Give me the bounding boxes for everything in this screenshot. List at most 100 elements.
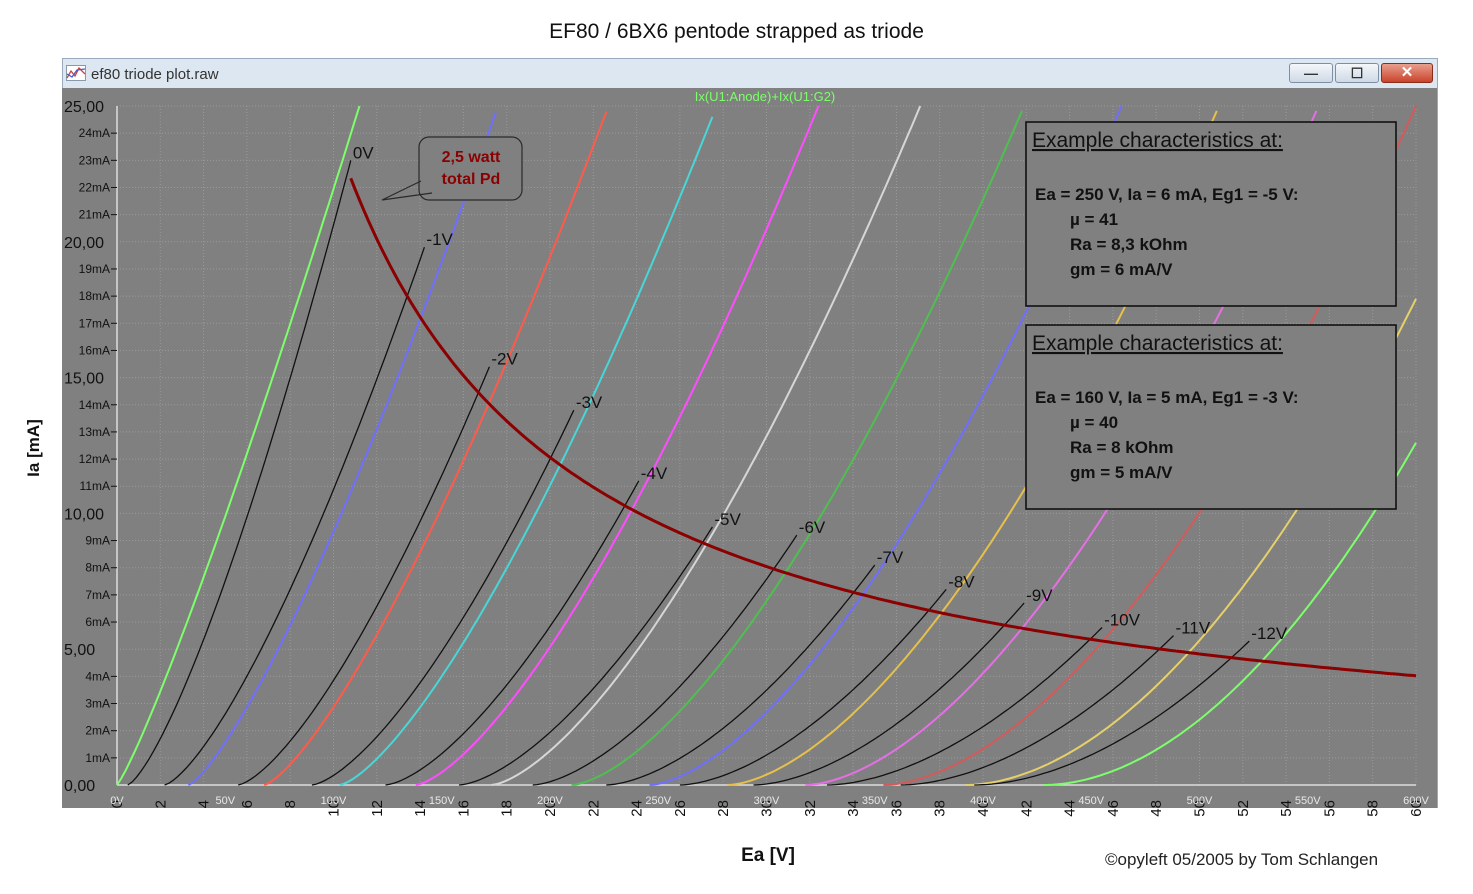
x-tick-label: 48 (1148, 800, 1165, 817)
annotation-boxes: Example characteristics at: Ea = 250 V, I… (1025, 121, 1397, 510)
grid-bias-curve (385, 480, 640, 786)
y-tick-label: 24mA (79, 126, 110, 140)
x-volt-tick-label: 600V (1403, 795, 1429, 807)
grid-bias-label: -1V (426, 230, 453, 249)
x-tick-label: 56 (1321, 800, 1338, 817)
grid-bias-curve-colored (187, 111, 497, 786)
x-tick-label: 6 (239, 800, 256, 808)
example-box (1025, 324, 1397, 510)
x-tick-label: 58 (1365, 800, 1382, 817)
grid-bias-curve-colored (1043, 442, 1417, 786)
grid-bias-curve (606, 564, 876, 786)
example-box-line: Ra = 8 kOhm (1070, 438, 1173, 457)
power-dissipation-note: 2,5 watt total Pd (381, 136, 523, 201)
x-tick-label: 16 (455, 800, 472, 817)
x-tick-label: 42 (1018, 800, 1035, 817)
example-box-line: µ = 41 (1070, 210, 1118, 229)
x-tick-label: 32 (802, 800, 819, 817)
y-tick-label: 7mA (85, 588, 110, 602)
x-tick-label: 26 (672, 800, 689, 817)
x-tick-label: 40 (975, 800, 992, 817)
grid-bias-curve (753, 602, 1025, 786)
grid-bias-curve-colored (339, 116, 714, 786)
grid-bias-curve (679, 588, 947, 786)
example-box-line: Ra = 8,3 kOhm (1070, 235, 1188, 254)
y-axis-label: Ia [mA] (24, 419, 43, 477)
labels-layer: 1mA 2mA 3mA 4mA 6mA 7mA 8mA 9mA 11mA 12mA 13mA 14mA… (64, 99, 1430, 817)
x-tick-label: 22 (585, 800, 602, 817)
trace-label: Ix(U1:Anode)+Ix(U1:G2) (695, 89, 836, 104)
x-tick-label: 54 (1278, 800, 1295, 817)
x-volt-tick-label: 300V (754, 795, 780, 807)
y-main-tick-label: 5,00 (64, 642, 95, 659)
x-tick-label: 34 (845, 800, 862, 817)
x-tick-label: 24 (629, 800, 646, 817)
y-tick-label: 22mA (79, 180, 110, 194)
y-tick-label: 9mA (85, 534, 110, 548)
y-tick-label: 3mA (85, 697, 110, 711)
example-box (1025, 121, 1397, 307)
grid-bias-curve (238, 366, 490, 786)
window-titlebar[interactable]: ef80 triode plot.raw — ☐ ✕ (63, 59, 1437, 89)
example-box-heading: Example characteristics at: (1032, 129, 1283, 152)
maximize-button[interactable]: ☐ (1335, 63, 1379, 83)
x-volt-tick-label: 0V (110, 795, 124, 807)
x-tick-label: 0 (109, 800, 126, 808)
grid-bias-label: -7V (877, 548, 904, 567)
grid-bias-curve (164, 246, 426, 786)
x-tick-label: 14 (412, 800, 429, 817)
x-tick-label: 50 (1192, 800, 1209, 817)
x-volt-tick-label: 550V (1295, 795, 1321, 807)
y-tick-label: 2mA (85, 724, 110, 738)
example-box-line: gm = 6 mA/V (1070, 260, 1173, 279)
grid-bias-label: -2V (491, 350, 518, 369)
close-button[interactable]: ✕ (1381, 63, 1433, 83)
x-tick-label: 4 (196, 800, 213, 808)
y-tick-label: 11mA (80, 479, 110, 493)
y-tick-label: 14mA (79, 398, 110, 412)
y-main-tick-label: 20,00 (64, 235, 104, 252)
example-box-line: gm = 5 mA/V (1070, 463, 1173, 482)
minimize-icon: — (1304, 65, 1318, 81)
page-title: EF80 / 6BX6 pentode strapped as triode (549, 20, 924, 43)
grid-bias-curve-colored (263, 111, 608, 786)
grid-bias-label: 0V (353, 143, 374, 162)
example-box-heading: Example characteristics at: (1032, 332, 1283, 355)
y-tick-label: 6mA (85, 615, 110, 629)
note-pointer (381, 180, 433, 201)
y-tick-label: 8mA (85, 561, 110, 575)
x-tick-label: 46 (1105, 800, 1122, 817)
window-title: ef80 triode plot.raw (91, 66, 219, 83)
y-tick-label: 12mA (79, 452, 110, 466)
waveform-app-icon (66, 65, 86, 81)
grid-bias-curve (311, 409, 575, 786)
x-tick-label: 12 (369, 800, 386, 817)
x-volt-tick-label: 400V (970, 795, 996, 807)
note-text-line: 2,5 watt (442, 149, 501, 166)
x-tick-label: 44 (1062, 800, 1079, 817)
minimize-button[interactable]: — (1289, 63, 1333, 83)
x-tick-label: 28 (715, 800, 732, 817)
x-volt-tick-label: 250V (645, 795, 671, 807)
example-box-line: Ea = 250 V, Ia = 6 mA, Eg1 = -5 V: (1035, 185, 1299, 204)
x-volt-tick-label: 450V (1078, 795, 1104, 807)
grid-bias-curve (459, 526, 713, 786)
grid-bias-label: -8V (948, 572, 975, 591)
credit-text: ©opyleft 05/2005 by Tom Schlangen (1105, 850, 1379, 869)
x-tick-label: 18 (499, 800, 516, 817)
x-axis-label: Ea [V] (741, 845, 795, 866)
x-volt-tick-label: 350V (862, 795, 888, 807)
y-main-tick-label: 15,00 (64, 371, 104, 388)
y-tick-label: 13mA (79, 425, 110, 439)
y-tick-label: 18mA (79, 289, 110, 303)
x-tick-label: 20 (542, 800, 559, 817)
y-main-tick-label: 25,00 (64, 99, 104, 116)
grid-bias-curve (900, 635, 1174, 786)
grid-bias-curve-colored (415, 105, 820, 786)
x-tick-label: 8 (282, 800, 299, 808)
grid-bias-label: -4V (641, 464, 668, 483)
x-tick-label: 10 (326, 800, 343, 817)
grid-bias-label: -3V (576, 393, 603, 412)
x-tick-label: 36 (888, 800, 905, 817)
